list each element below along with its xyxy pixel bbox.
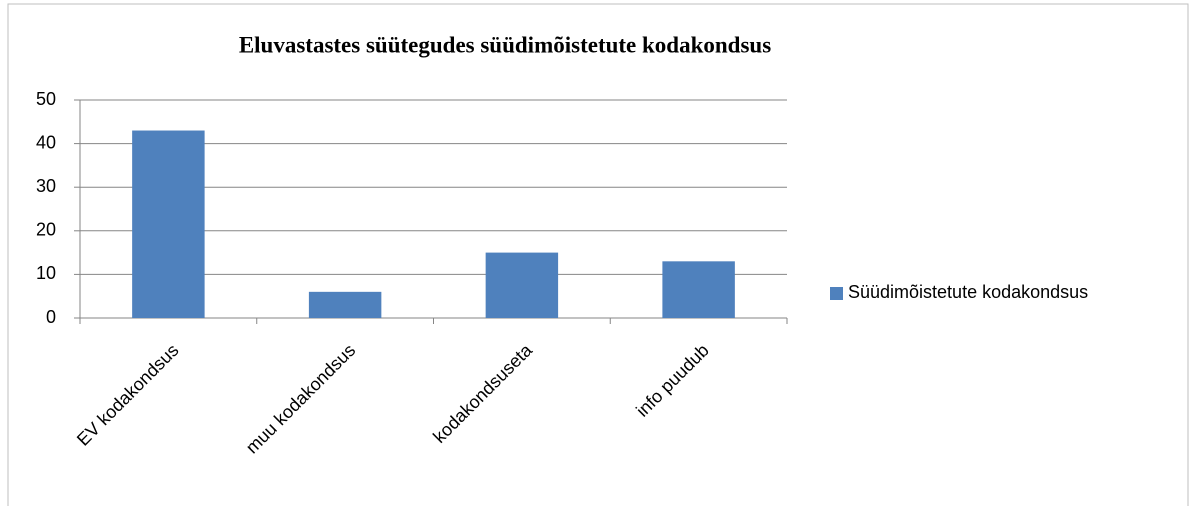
chart-title: Eluvastastes süütegudes süüdimõistetute … bbox=[239, 32, 771, 57]
x-tick-label: kodakondsuseta bbox=[429, 339, 537, 447]
y-tick-label: 30 bbox=[36, 176, 56, 196]
y-tick-label: 10 bbox=[36, 263, 56, 283]
y-tick-label: 50 bbox=[36, 89, 56, 109]
bar bbox=[662, 261, 735, 318]
chart-border bbox=[7, 3, 1189, 506]
y-tick-label: 40 bbox=[36, 132, 56, 152]
x-tick-label: muu kodakondsus bbox=[242, 340, 359, 457]
legend-swatch bbox=[830, 287, 843, 300]
x-tick-label: EV kodakondsus bbox=[73, 340, 183, 450]
legend-label: Süüdimõistetute kodakondsus bbox=[848, 282, 1088, 302]
x-tick-label: info puudub bbox=[632, 340, 713, 421]
bar bbox=[308, 291, 382, 318]
y-tick-label: 0 bbox=[46, 307, 56, 327]
bar bbox=[132, 130, 205, 318]
bar bbox=[485, 252, 559, 318]
y-tick-label: 20 bbox=[36, 220, 56, 240]
